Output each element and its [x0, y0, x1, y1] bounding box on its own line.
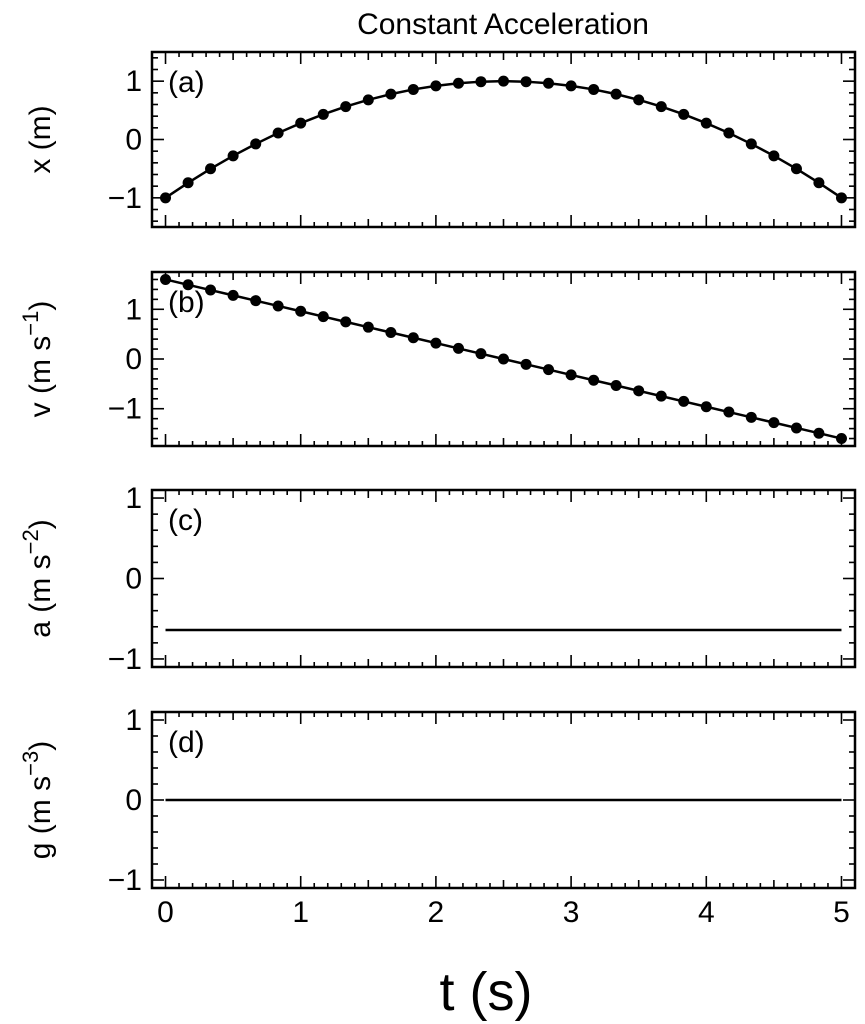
- data-point: [340, 101, 352, 113]
- data-point: [633, 385, 645, 397]
- y-axis-label: x (m): [24, 105, 57, 173]
- y-axis-label: g (m s−3): [18, 741, 57, 859]
- data-point: [723, 127, 735, 139]
- data-point: [317, 311, 329, 323]
- data-point: [250, 295, 262, 307]
- data-point: [385, 327, 397, 339]
- data-point: [610, 379, 622, 391]
- x-tick-label: 4: [698, 896, 715, 929]
- data-point: [362, 94, 374, 106]
- data-point: [430, 80, 442, 92]
- data-point: [700, 401, 712, 413]
- y-tick-label: 1: [125, 482, 142, 515]
- x-tick-label: 5: [833, 896, 850, 929]
- data-point: [790, 422, 802, 434]
- data-point: [723, 406, 735, 418]
- panel-b: −1 0 1 v (m s−1) (b): [18, 270, 857, 448]
- data-point: [520, 358, 532, 370]
- x-tick-label: 1: [292, 896, 309, 929]
- series-line: [164, 79, 843, 199]
- data-point: [678, 108, 690, 120]
- y-tick-label: −1: [108, 182, 142, 215]
- data-point: [768, 150, 780, 162]
- data-point: [205, 284, 217, 296]
- data-point: [565, 369, 577, 381]
- panel-a: −1 0 1 x (m) (a): [24, 50, 857, 229]
- data-point: [452, 342, 464, 354]
- data-point: [700, 117, 712, 129]
- data-point: [835, 192, 847, 204]
- y-tick-label: 0: [125, 343, 142, 376]
- data-point: [543, 77, 555, 89]
- data-point: [475, 76, 487, 88]
- data-point: [340, 316, 352, 328]
- data-point: [407, 332, 419, 344]
- x-tick-label: 2: [428, 896, 445, 929]
- y-tick-label: −1: [108, 864, 142, 897]
- data-point: [745, 411, 757, 423]
- x-axis-label: t (s): [440, 962, 533, 1022]
- data-point: [182, 279, 194, 291]
- panel-d: −1 0 1 g (m s−3) (d): [18, 704, 857, 897]
- data-point: [295, 305, 307, 317]
- data-point: [407, 83, 419, 95]
- y-tick-label: 1: [125, 704, 142, 737]
- data-point: [768, 417, 780, 429]
- chart-title: Constant Acceleration: [357, 8, 649, 41]
- y-tick-label: 1: [125, 65, 142, 98]
- panel-label: (c): [168, 504, 203, 537]
- x-tick-label: 3: [563, 896, 580, 929]
- data-point: [498, 75, 509, 87]
- data-point: [227, 289, 239, 301]
- data-point: [272, 300, 284, 312]
- data-point: [498, 353, 509, 365]
- panel-label: (a): [168, 66, 205, 99]
- data-point: [543, 364, 555, 376]
- data-point: [655, 101, 667, 113]
- data-point: [610, 88, 622, 100]
- data-point: [385, 88, 397, 100]
- data-point: [430, 337, 442, 349]
- data-point: [790, 163, 802, 175]
- y-tick-label: 0: [125, 784, 142, 817]
- data-point: [813, 177, 825, 189]
- data-point: [272, 127, 284, 139]
- data-point: [745, 138, 757, 150]
- panels: −1 0 1 x (m) (a) −1 0 1 v (m s−1) (b) −1 0 1 a (m s−2…: [18, 50, 857, 929]
- y-axis-label: v (m s−1): [18, 301, 57, 418]
- data-point: [160, 273, 172, 285]
- y-tick-label: −1: [108, 393, 142, 426]
- data-point: [182, 177, 194, 189]
- data-point: [588, 374, 600, 386]
- data-point: [317, 108, 329, 120]
- data-point: [633, 94, 645, 106]
- panel-c: −1 0 1 a (m s−2) (c): [18, 482, 857, 676]
- data-point: [655, 390, 667, 402]
- data-point: [250, 138, 262, 150]
- data-point: [678, 395, 690, 407]
- y-tick-label: 0: [125, 563, 142, 596]
- y-axis-label: a (m s−2): [18, 519, 57, 637]
- data-point: [520, 76, 532, 88]
- data-point: [160, 192, 172, 204]
- data-point: [452, 77, 464, 89]
- y-tick-label: 0: [125, 124, 142, 157]
- x-tick-labels: 0 1 2 3 4 5: [157, 896, 850, 929]
- x-tick-label: 0: [157, 896, 174, 929]
- data-point: [475, 348, 487, 360]
- data-point: [588, 83, 600, 95]
- data-point: [565, 80, 577, 92]
- panel-label: (d): [168, 726, 205, 759]
- y-tick-label: −1: [108, 643, 142, 676]
- panel-label: (b): [168, 286, 205, 319]
- data-point: [835, 433, 847, 445]
- data-point: [362, 321, 374, 333]
- data-point: [205, 163, 217, 175]
- data-point: [227, 150, 239, 162]
- data-point: [295, 117, 307, 129]
- data-point: [813, 427, 825, 439]
- y-tick-label: 1: [125, 293, 142, 326]
- plot-frame: [150, 488, 857, 669]
